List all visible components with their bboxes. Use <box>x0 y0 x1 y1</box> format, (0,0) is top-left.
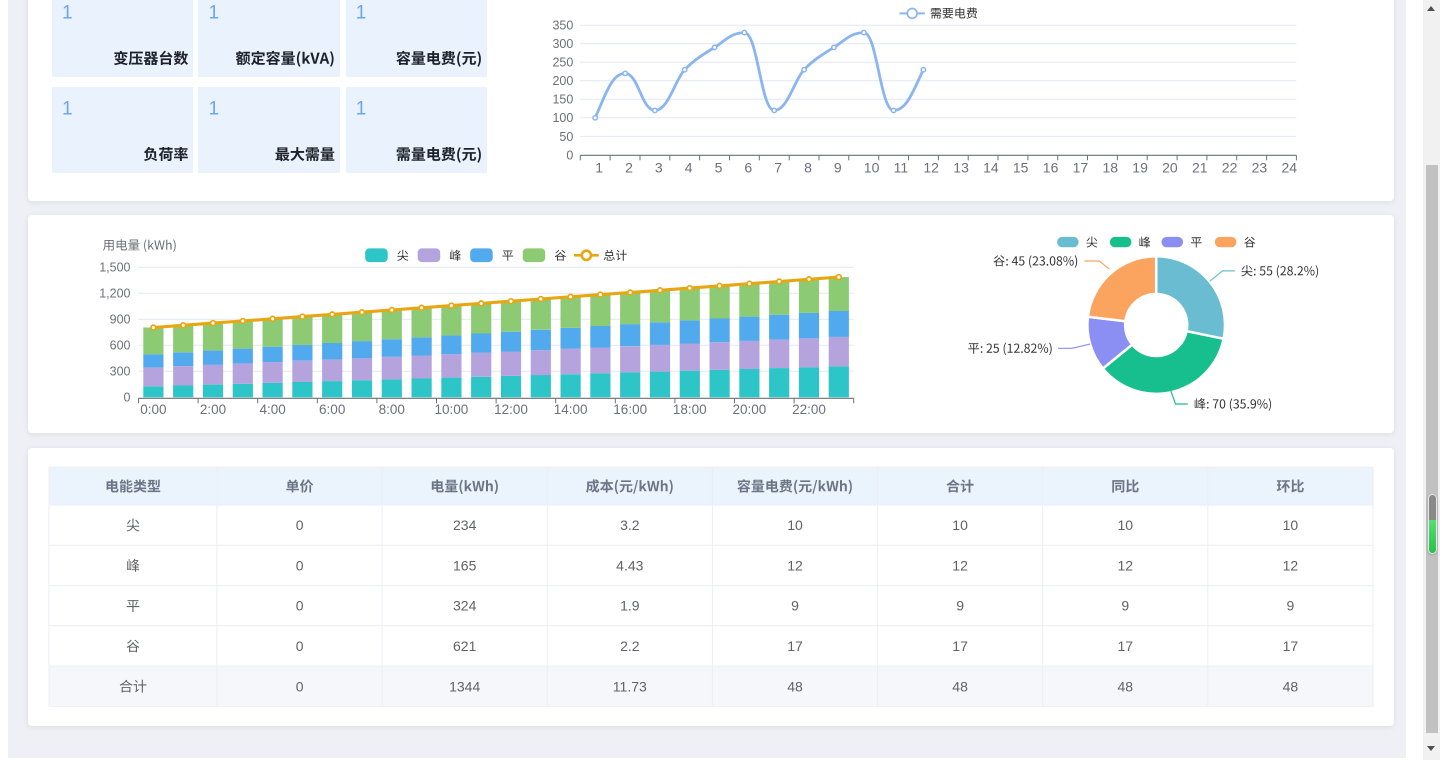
svg-text:234: 234 <box>453 517 477 533</box>
svg-text:0: 0 <box>296 638 304 654</box>
svg-text:1: 1 <box>356 2 367 23</box>
svg-text:7: 7 <box>774 159 782 175</box>
svg-text:10: 10 <box>952 517 968 533</box>
svg-text:200: 200 <box>552 74 573 88</box>
svg-text:17: 17 <box>952 638 968 654</box>
svg-text:1: 1 <box>62 2 73 23</box>
svg-text:12:00: 12:00 <box>494 402 528 417</box>
svg-text:20: 20 <box>1162 159 1178 175</box>
svg-text:13: 13 <box>953 159 969 175</box>
svg-text:1: 1 <box>62 98 73 119</box>
svg-text:48: 48 <box>952 678 968 694</box>
svg-text:14:00: 14:00 <box>554 402 588 417</box>
svg-text:19: 19 <box>1132 159 1148 175</box>
svg-text:9: 9 <box>1121 598 1129 614</box>
svg-text:9: 9 <box>956 598 964 614</box>
svg-text:16:00: 16:00 <box>613 402 647 417</box>
svg-text:21: 21 <box>1192 159 1208 175</box>
svg-text:4:00: 4:00 <box>259 402 285 417</box>
svg-text:17: 17 <box>1118 638 1134 654</box>
svg-text:0:00: 0:00 <box>140 402 166 417</box>
svg-text:5: 5 <box>715 159 723 175</box>
svg-text:150: 150 <box>552 93 573 107</box>
svg-text:10: 10 <box>864 159 880 175</box>
svg-text:2:00: 2:00 <box>200 402 226 417</box>
svg-text:0: 0 <box>296 517 304 533</box>
svg-text:18:00: 18:00 <box>673 402 707 417</box>
svg-text:48: 48 <box>1118 678 1134 694</box>
svg-text:48: 48 <box>1283 678 1299 694</box>
svg-text:1,200: 1,200 <box>99 287 130 301</box>
svg-text:18: 18 <box>1103 159 1119 175</box>
svg-text:9: 9 <box>791 598 799 614</box>
svg-text:12: 12 <box>787 557 803 573</box>
svg-text:6: 6 <box>744 159 752 175</box>
svg-text:0: 0 <box>296 678 304 694</box>
svg-text:12: 12 <box>1118 557 1134 573</box>
svg-text:20:00: 20:00 <box>733 402 767 417</box>
svg-text:0: 0 <box>566 148 573 162</box>
svg-text:50: 50 <box>559 130 573 144</box>
svg-text:1: 1 <box>209 2 220 23</box>
svg-text:1344: 1344 <box>449 678 480 694</box>
svg-text:17: 17 <box>1073 159 1089 175</box>
svg-text:48: 48 <box>787 678 803 694</box>
svg-text:300: 300 <box>110 365 131 379</box>
svg-text:1: 1 <box>209 98 220 119</box>
svg-text:17: 17 <box>787 638 803 654</box>
svg-text:14: 14 <box>983 159 999 175</box>
svg-text:0: 0 <box>296 598 304 614</box>
svg-text:22:00: 22:00 <box>792 402 826 417</box>
svg-text:2: 2 <box>625 159 633 175</box>
svg-text:1: 1 <box>356 98 367 119</box>
svg-text:621: 621 <box>453 638 477 654</box>
svg-text:9: 9 <box>1287 598 1295 614</box>
svg-text:600: 600 <box>110 339 131 353</box>
svg-text:165: 165 <box>453 557 477 573</box>
svg-text:10: 10 <box>1283 517 1299 533</box>
svg-text:6:00: 6:00 <box>319 402 345 417</box>
svg-text:10: 10 <box>1118 517 1134 533</box>
svg-text:8: 8 <box>804 159 812 175</box>
svg-text:16: 16 <box>1043 159 1059 175</box>
svg-text:3.2: 3.2 <box>620 517 640 533</box>
svg-text:0: 0 <box>296 557 304 573</box>
svg-text:9: 9 <box>834 159 842 175</box>
svg-text:22: 22 <box>1222 159 1238 175</box>
svg-text:17: 17 <box>1283 638 1299 654</box>
svg-text:4.43: 4.43 <box>616 557 643 573</box>
svg-text:10:00: 10:00 <box>435 402 469 417</box>
svg-text:24: 24 <box>1282 159 1298 175</box>
svg-text:300: 300 <box>552 37 573 51</box>
svg-text:1,500: 1,500 <box>99 261 130 275</box>
svg-text:1: 1 <box>595 159 603 175</box>
svg-text:10: 10 <box>787 517 803 533</box>
svg-text:250: 250 <box>552 56 573 70</box>
svg-text:23: 23 <box>1252 159 1268 175</box>
svg-text:12: 12 <box>923 159 939 175</box>
svg-text:350: 350 <box>552 19 573 33</box>
svg-text:4: 4 <box>685 159 693 175</box>
svg-text:324: 324 <box>453 598 477 614</box>
svg-text:12: 12 <box>1283 557 1299 573</box>
svg-text:100: 100 <box>552 111 573 125</box>
svg-text:3: 3 <box>655 159 663 175</box>
svg-text:11.73: 11.73 <box>613 678 647 694</box>
svg-text:900: 900 <box>110 313 131 327</box>
svg-text:15: 15 <box>1013 159 1029 175</box>
svg-text:1.9: 1.9 <box>620 598 640 614</box>
svg-text:11: 11 <box>894 159 909 175</box>
svg-text:0: 0 <box>124 391 131 405</box>
svg-text:12: 12 <box>952 557 968 573</box>
svg-text:2.2: 2.2 <box>620 638 640 654</box>
svg-text:8:00: 8:00 <box>379 402 405 417</box>
